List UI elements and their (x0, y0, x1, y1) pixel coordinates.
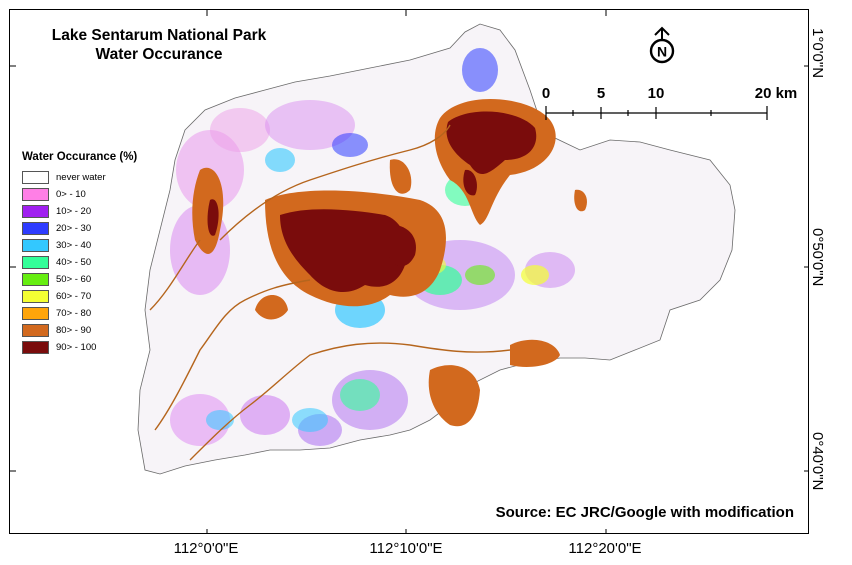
title-line-1: Lake Sentarum National Park (51, 27, 267, 44)
legend-title: Water Occurance (%) (22, 151, 138, 163)
legend: Water Occurance (%) never water 0> - 10 10… (22, 151, 137, 356)
legend-label: 60> - 70 (56, 291, 92, 302)
legend-label: never water (56, 172, 106, 183)
legend-swatch (22, 171, 49, 184)
x-tick-label: 112°0'0"E (173, 540, 239, 557)
legend-label: 0> - 10 (56, 189, 86, 200)
legend-item: 30> - 40 (22, 237, 137, 254)
legend-swatch (22, 290, 49, 303)
legend-label: 80> - 90 (56, 325, 92, 336)
legend-item: 0> - 10 (22, 186, 137, 203)
legend-swatch (22, 205, 49, 218)
scale-label-5: 5 (596, 85, 606, 102)
title-line-2: Water Occurance (95, 46, 223, 63)
legend-swatch (22, 324, 49, 337)
legend-label: 20> - 30 (56, 223, 92, 234)
north-arrow: N (648, 26, 676, 66)
legend-label: 30> - 40 (56, 240, 92, 251)
scale-bar (545, 106, 768, 120)
legend-item: 60> - 70 (22, 288, 137, 305)
legend-item: 70> - 80 (22, 305, 137, 322)
legend-item: 10> - 20 (22, 203, 137, 220)
north-label: N (657, 44, 667, 60)
legend-label: 40> - 50 (56, 257, 92, 268)
legend-item: 50> - 60 (22, 271, 137, 288)
legend-swatch (22, 256, 49, 269)
legend-label: 50> - 60 (56, 274, 92, 285)
legend-rows: never water 0> - 10 10> - 20 20> - 30 30> - … (22, 169, 137, 356)
map-canvas (10, 10, 808, 533)
legend-label: 70> - 80 (56, 308, 92, 319)
north-arrow-icon: N (649, 26, 675, 64)
legend-label: 90> - 100 (56, 342, 97, 353)
legend-item: 90> - 100 (22, 339, 137, 356)
legend-swatch (22, 273, 49, 286)
legend-item: never water (22, 169, 137, 186)
map-title: Lake Sentarum National Park Water Occura… (18, 26, 300, 64)
legend-swatch (22, 239, 49, 252)
legend-item: 80> - 90 (22, 322, 137, 339)
legend-swatch (22, 222, 49, 235)
legend-swatch (22, 188, 49, 201)
y-tick-label: 0°40'0"N (809, 432, 826, 491)
source-note: Source: EC JRC/Google with modification (495, 504, 794, 521)
scale-label-20: 20 km (754, 85, 798, 102)
legend-swatch (22, 341, 49, 354)
river-network (149, 124, 511, 461)
legend-item: 20> - 30 (22, 220, 137, 237)
y-tick-label: 1°0'0"N (809, 28, 826, 79)
legend-label: 10> - 20 (56, 206, 92, 217)
map-frame: Lake Sentarum National Park Water Occura… (9, 9, 809, 534)
legend-item: 40> - 50 (22, 254, 137, 271)
x-tick-label: 112°20'0"E (568, 540, 642, 557)
scale-label-0: 0 (541, 85, 551, 102)
graticule-ticks (10, 10, 808, 533)
legend-swatch (22, 307, 49, 320)
scale-label-10: 10 (647, 85, 665, 102)
x-tick-label: 112°10'0"E (369, 540, 443, 557)
permanent-water-zones (207, 111, 537, 293)
y-tick-label: 0°50'0"N (809, 228, 826, 287)
